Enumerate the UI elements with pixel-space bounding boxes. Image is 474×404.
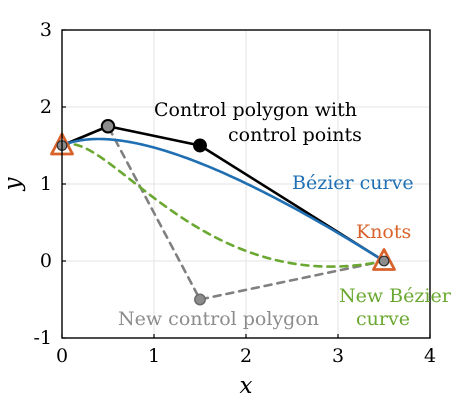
annotation-control-polygon-line2: control points xyxy=(228,124,362,146)
y-axis-label: y xyxy=(0,177,26,192)
series-line-3 xyxy=(60,142,386,268)
x-tick-label: 3 xyxy=(332,345,344,367)
y-tick-label: 1 xyxy=(40,173,52,195)
x-tick-label: 1 xyxy=(148,345,160,367)
y-tick-label: 0 xyxy=(40,250,52,272)
y-tick-label: -1 xyxy=(33,327,52,349)
annotation-new-control-polygon: New control polygon xyxy=(118,308,319,330)
annotation-control-polygon-line1: Control polygon with xyxy=(154,99,357,121)
x-tick-label: 4 xyxy=(424,345,436,367)
shared-control-point-marker xyxy=(100,119,116,134)
y-tick-label: 3 xyxy=(40,19,52,41)
annotation-new-bezier-line2: curve xyxy=(356,308,410,330)
series-layer xyxy=(60,124,386,301)
x-tick-label: 0 xyxy=(56,345,68,367)
x-tick-label: 2 xyxy=(240,345,252,367)
annotation-new-bezier-line1: New Bézier xyxy=(339,285,452,307)
series-line-0 xyxy=(60,124,386,263)
control-point-marker xyxy=(193,138,207,153)
series-line-1 xyxy=(60,137,386,263)
new-control-point-marker xyxy=(194,293,206,306)
annotation-bezier-curve: Bézier curve xyxy=(292,172,414,194)
annotation-knots: Knots xyxy=(356,221,411,243)
y-tick-label: 2 xyxy=(40,96,52,118)
knot-triangle-marker xyxy=(372,248,396,271)
knot-point-marker xyxy=(378,255,390,267)
x-axis-label: x xyxy=(240,373,253,399)
